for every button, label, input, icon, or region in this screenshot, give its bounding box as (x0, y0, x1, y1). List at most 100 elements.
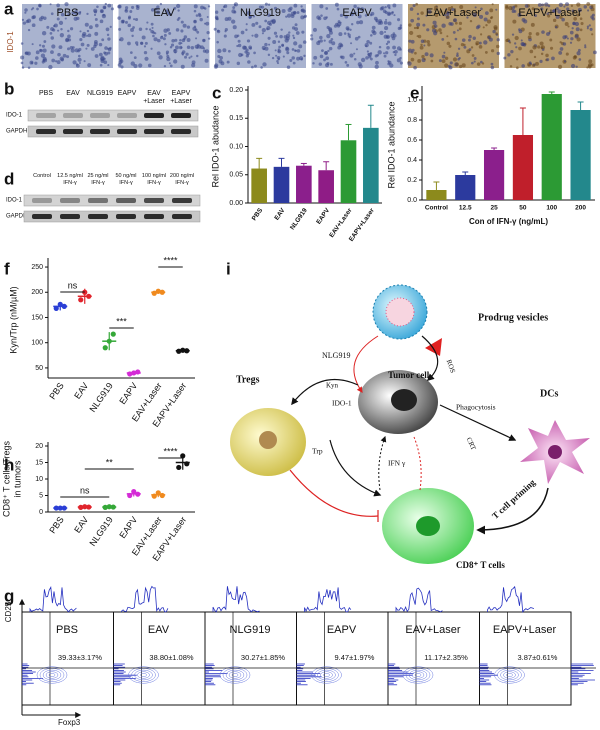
cell-dot (193, 9, 197, 13)
cell-dot (426, 28, 430, 32)
cell-dot (271, 56, 275, 60)
cell-dot (267, 53, 271, 57)
cell-dot (369, 57, 373, 61)
cell-dot (291, 48, 295, 51)
cell-dot (466, 16, 469, 19)
cell-dot (50, 36, 55, 40)
cell-dot (295, 31, 300, 35)
cell-dot (312, 62, 315, 65)
cell-dot (530, 22, 535, 27)
group-label: EAPV (327, 624, 357, 636)
blot-strip (27, 109, 199, 122)
cell-dot (580, 21, 584, 26)
y-tick-label: 5 (39, 492, 43, 499)
point (78, 297, 84, 303)
cell-dot (564, 35, 568, 39)
cell-dot (557, 9, 562, 14)
cell-dot (446, 15, 450, 19)
cell-dot (319, 39, 323, 43)
cell-dot (458, 56, 461, 60)
cell-dot (346, 27, 350, 31)
cell-dot (292, 34, 295, 37)
contour (494, 666, 525, 684)
cell-dot (355, 48, 358, 51)
cell-dot (496, 51, 500, 56)
vesicle-core (385, 297, 415, 327)
cell-dot (173, 6, 177, 10)
cell-dot (188, 56, 191, 59)
cell-dot (420, 39, 425, 44)
cell-dot (421, 54, 425, 59)
label: CRT (465, 436, 478, 452)
cell-dot (346, 63, 350, 67)
cell-dot (537, 45, 541, 49)
cell-dot (387, 60, 390, 63)
cell-dot (132, 26, 135, 29)
cell-dot (371, 25, 376, 30)
cell-dot (148, 28, 152, 31)
y-tick-label: 0.8 (407, 117, 417, 124)
cell-dot (107, 64, 110, 67)
cell-dot (276, 62, 280, 65)
cell-dot (163, 64, 167, 68)
cell-dot (99, 19, 104, 24)
cell-dot (129, 51, 133, 55)
cell-dot (38, 3, 42, 8)
cell-dot (336, 7, 340, 11)
cell-dot (570, 4, 574, 8)
cell-dot (186, 45, 191, 50)
cell-dot (94, 54, 99, 58)
cell-dot (136, 4, 140, 9)
contour (219, 666, 251, 684)
cell-dot (448, 22, 452, 26)
group-label: EAV+Laser (405, 624, 460, 636)
cell-dot (323, 58, 326, 62)
percentage: 11.17±2.35% (424, 653, 468, 662)
row-label: IDO-1 (6, 113, 23, 119)
cell-dot (220, 61, 225, 66)
cell-dot (178, 41, 182, 45)
cell-dot (455, 54, 459, 57)
cell-dot (349, 28, 352, 31)
cell-dot (102, 13, 105, 17)
group-label: PBS (56, 624, 78, 636)
cell-dot (143, 50, 148, 55)
cell-dot (479, 33, 483, 36)
arrow (413, 436, 422, 491)
cell-dot (539, 59, 543, 63)
cell-dot (399, 48, 402, 51)
cell-dot (90, 47, 95, 51)
cell-dot (98, 52, 103, 57)
cell-dot (430, 59, 434, 63)
cell-dot (408, 23, 412, 27)
cell-dot (26, 51, 31, 56)
cell-dot (80, 42, 85, 47)
cell-dot (138, 27, 143, 32)
cell-dot (353, 4, 357, 9)
cell-dot (468, 38, 471, 42)
bar (363, 127, 379, 203)
panel-label: b (4, 79, 14, 98)
cell-dot (507, 53, 511, 57)
cell-dot (549, 46, 554, 50)
cell-dot (103, 57, 106, 61)
cell-dot (353, 57, 357, 61)
cell-dot (319, 35, 323, 40)
cell-dot (285, 15, 288, 18)
lane-label: 25 ng/ml IFN-γ (87, 173, 109, 186)
x-tick-label: EAPV (117, 381, 139, 406)
cell-dot (282, 55, 285, 58)
cell-dot (35, 50, 40, 55)
cell-dot (468, 34, 472, 39)
label: Phagocytosis (456, 403, 496, 412)
cell-dot (424, 52, 429, 57)
cell-dot (206, 15, 209, 18)
cell-dot (107, 51, 111, 55)
cell-dot (286, 65, 291, 69)
cell-dot (386, 40, 391, 44)
cell-dot (521, 64, 525, 68)
cell-dot (344, 60, 348, 64)
cell-dot (266, 27, 269, 31)
cell-dot (109, 25, 112, 28)
axis-label: Foxp3 (58, 718, 81, 727)
